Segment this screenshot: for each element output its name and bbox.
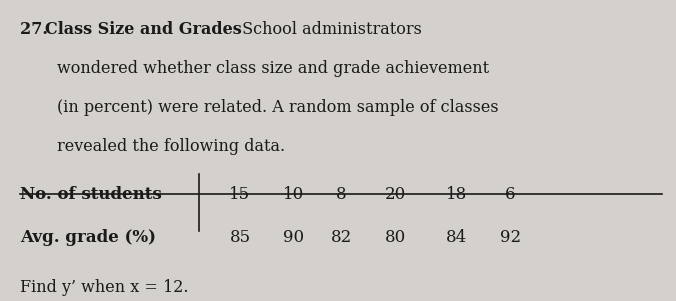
Text: 90: 90: [283, 229, 305, 246]
Text: 92: 92: [500, 229, 521, 246]
Text: 10: 10: [283, 186, 305, 203]
Text: 15: 15: [229, 186, 251, 203]
Text: 8: 8: [336, 186, 347, 203]
Text: 27.: 27.: [20, 21, 54, 38]
Text: Class Size and Grades: Class Size and Grades: [45, 21, 242, 38]
Text: 80: 80: [385, 229, 406, 246]
Text: School administrators: School administrators: [237, 21, 421, 38]
Text: revealed the following data.: revealed the following data.: [57, 138, 285, 155]
Text: 18: 18: [445, 186, 467, 203]
Text: Find y’ when x = 12.: Find y’ when x = 12.: [20, 279, 189, 296]
Text: wondered whether class size and grade achievement: wondered whether class size and grade ac…: [57, 60, 489, 77]
Text: 20: 20: [385, 186, 406, 203]
Text: 85: 85: [229, 229, 251, 246]
Text: 84: 84: [445, 229, 467, 246]
Text: 6: 6: [505, 186, 516, 203]
Text: Avg. grade (%): Avg. grade (%): [20, 229, 156, 246]
Text: No. of students: No. of students: [20, 186, 162, 203]
Text: (in percent) were related. A random sample of classes: (in percent) were related. A random samp…: [57, 99, 499, 116]
Text: 82: 82: [331, 229, 352, 246]
